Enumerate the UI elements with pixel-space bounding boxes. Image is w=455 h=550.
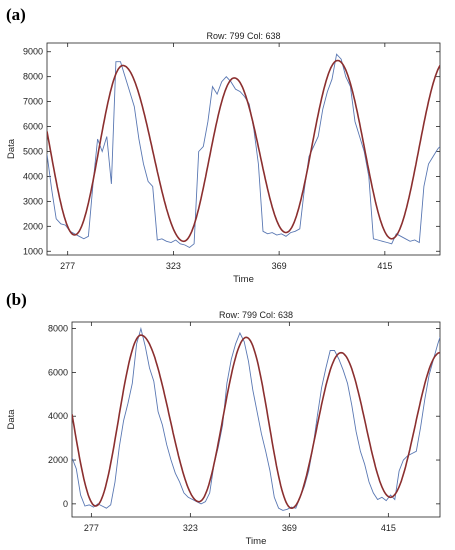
x-tick-label: 369 — [272, 261, 287, 271]
y-axis-label: Data — [6, 409, 17, 430]
x-tick-label: 369 — [282, 523, 297, 533]
y-tick-label: 2000 — [23, 221, 43, 231]
x-tick-label: 277 — [84, 523, 99, 533]
y-tick-label: 2000 — [48, 455, 68, 465]
observed-series-line — [72, 326, 440, 511]
y-tick-label: 0 — [63, 499, 68, 509]
y-tick-label: 4000 — [23, 171, 43, 181]
plot-area — [71, 321, 441, 518]
x-tick-label: 415 — [381, 523, 396, 533]
plot-series — [47, 53, 440, 249]
observed-series-line — [47, 53, 440, 249]
panel-label: (b) — [6, 290, 27, 309]
y-tick-label: 9000 — [23, 47, 43, 57]
x-tick-label: 323 — [166, 261, 181, 271]
y-tick-label: 5000 — [23, 146, 43, 156]
y-tick-label: 7000 — [23, 97, 43, 107]
plot-series — [72, 326, 440, 511]
chart-title: Row: 799 Col: 638 — [219, 310, 293, 320]
x-axis-label: Time — [246, 536, 267, 547]
x-tick-label: 323 — [183, 523, 198, 533]
y-tick-label: 6000 — [48, 367, 68, 377]
x-tick-label: 415 — [377, 261, 392, 271]
chart-panel: (a) Row: 799 Col: 638 277 323 369 415 1000 2000… — [6, 5, 441, 285]
y-tick-label: 4000 — [48, 411, 68, 421]
x-axis-label: Time — [233, 274, 254, 285]
y-tick-label: 1000 — [23, 246, 43, 256]
x-tick-label: 277 — [60, 261, 75, 271]
y-tick-label: 6000 — [23, 122, 43, 132]
panel-label: (a) — [6, 5, 26, 24]
y-tick-label: 8000 — [48, 324, 68, 334]
chart-title: Row: 799 Col: 638 — [206, 31, 280, 41]
fitted-series-line — [47, 59, 440, 243]
fitted-series-line — [72, 334, 440, 510]
chart-panel: (b) Row: 799 Col: 638 277 323 369 415 0 2000 400… — [6, 290, 441, 547]
y-tick-label: 3000 — [23, 196, 43, 206]
y-axis-label: Data — [6, 138, 17, 159]
y-tick-label: 8000 — [23, 72, 43, 82]
